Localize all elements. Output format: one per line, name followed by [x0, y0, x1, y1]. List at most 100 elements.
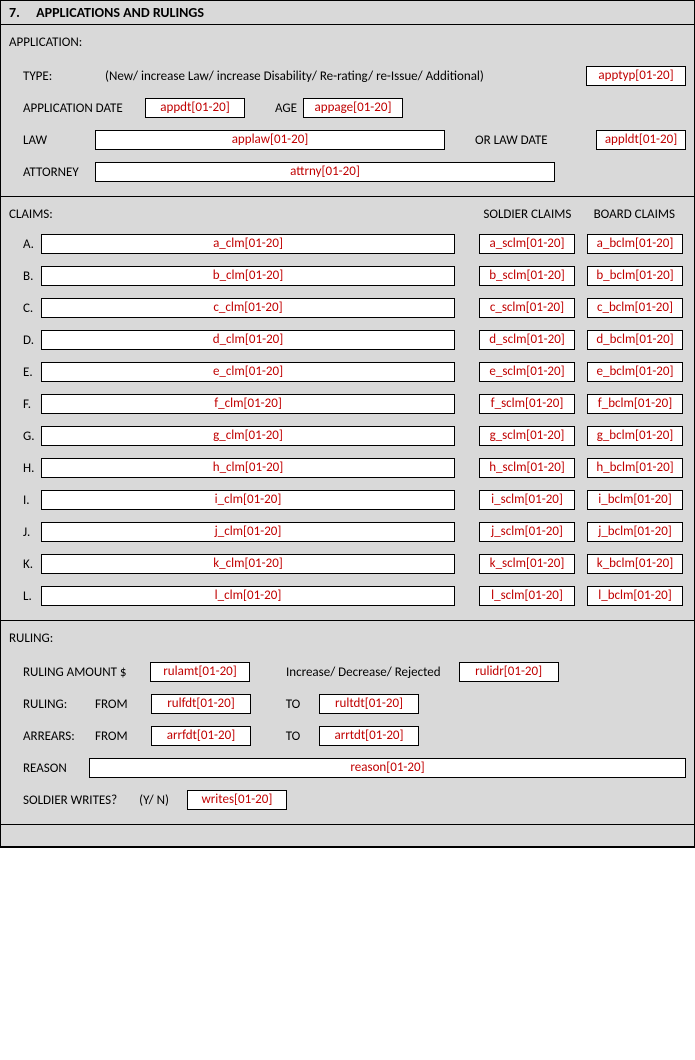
claim-row: H.h_clm[01-20] h_sclm[01-20] h_bclm[01-20]: [9, 458, 686, 478]
board-claim-field[interactable]: a_bclm[01-20]: [587, 234, 683, 254]
claim-letter: B.: [9, 269, 41, 284]
board-claim-field[interactable]: k_bclm[01-20]: [587, 554, 683, 574]
arrears-from-label: FROM: [95, 729, 145, 744]
claims-title: CLAIMS:: [9, 207, 472, 222]
soldier-claim-field[interactable]: k_sclm[01-20]: [479, 554, 575, 574]
claim-letter: L.: [9, 589, 41, 604]
claim-field[interactable]: c_clm[01-20]: [41, 298, 455, 318]
claim-field[interactable]: f_clm[01-20]: [41, 394, 455, 414]
claim-row: G.g_clm[01-20]g_sclm[01-20]g_bclm[01-20]: [9, 426, 686, 446]
form-page: 7. APPLICATIONS AND RULINGS APPLICATION:…: [0, 0, 695, 848]
claims-section: CLAIMS: SOLDIER CLAIMS BOARD CLAIMS A.a_…: [1, 197, 694, 621]
soldier-claim-field[interactable]: b_sclm[01-20]: [479, 266, 575, 286]
rulamt-field[interactable]: rulamt[01-20]: [150, 662, 250, 682]
soldier-claims-header: SOLDIER CLAIMS: [472, 207, 582, 222]
board-claim-field[interactable]: g_bclm[01-20]: [587, 426, 683, 446]
appldt-field[interactable]: appldt[01-20]: [596, 130, 686, 150]
claim-row: A.a_clm[01-20] a_sclm[01-20] a_bclm[01-20]: [9, 234, 686, 254]
board-claim-field[interactable]: i_bclm[01-20]: [587, 490, 683, 510]
apptyp-field[interactable]: apptyp[01-20]: [586, 66, 686, 86]
claim-row: B.b_clm[01-20] b_sclm[01-20] b_bclm[01-20]: [9, 266, 686, 286]
claim-field[interactable]: k_clm[01-20]: [41, 554, 455, 574]
claim-field[interactable]: l_clm[01-20]: [41, 586, 455, 606]
board-claim-field[interactable]: h_bclm[01-20]: [587, 458, 683, 478]
rultdt-field[interactable]: rultdt[01-20]: [319, 694, 419, 714]
soldier-claim-field[interactable]: l_sclm[01-20]: [479, 586, 575, 606]
attrny-field[interactable]: attrny[01-20]: [95, 162, 555, 182]
yn-label: (Y/ N): [139, 793, 169, 808]
appdt-field[interactable]: appdt[01-20]: [145, 98, 245, 118]
claim-letter: A.: [9, 237, 41, 252]
board-claim-field[interactable]: f_bclm[01-20]: [587, 394, 683, 414]
section-title: APPLICATIONS AND RULINGS: [36, 4, 204, 21]
soldier-claim-field[interactable]: e_sclm[01-20]: [479, 362, 575, 382]
claim-letter: H.: [9, 461, 41, 476]
section-header: 7. APPLICATIONS AND RULINGS: [1, 1, 694, 25]
orlawdate-label: OR LAW DATE: [475, 133, 548, 148]
claim-letter: E.: [9, 365, 41, 380]
law-label: LAW: [9, 133, 89, 148]
claim-row: C.c_clm[01-20] c_sclm[01-20] c_bclm[01-20]: [9, 298, 686, 318]
reason-field[interactable]: reason[01-20]: [89, 758, 686, 778]
applaw-field[interactable]: applaw[01-20]: [95, 130, 445, 150]
arrears-label: ARREARS:: [9, 729, 89, 744]
claim-letter: J.: [9, 525, 41, 540]
claim-row: J.j_clm[01-20] j_sclm[01-20] j_bclm[01-20]: [9, 522, 686, 542]
claim-row: E.e_clm[01-20] e_sclm[01-20] e_bclm[01-20]: [9, 362, 686, 382]
ruling-to-label: TO: [273, 697, 313, 712]
soldier-claim-field[interactable]: f_sclm[01-20]: [479, 394, 575, 414]
soldier-claim-field[interactable]: a_sclm[01-20]: [479, 234, 575, 254]
board-claim-field[interactable]: b_bclm[01-20]: [587, 266, 683, 286]
claim-field[interactable]: g_clm[01-20]: [41, 426, 455, 446]
board-claim-field[interactable]: e_bclm[01-20]: [587, 362, 683, 382]
claim-letter: C.: [9, 301, 41, 316]
application-title: APPLICATION:: [9, 35, 686, 50]
soldier-claim-field[interactable]: h_sclm[01-20]: [479, 458, 575, 478]
rulfdt-field[interactable]: rulfdt[01-20]: [151, 694, 251, 714]
ruling-title: RULING:: [9, 631, 686, 646]
claim-letter: D.: [9, 333, 41, 348]
claim-field[interactable]: h_clm[01-20]: [41, 458, 455, 478]
ruling-from-label: FROM: [95, 697, 145, 712]
age-label: AGE: [275, 101, 297, 116]
application-section: APPLICATION: TYPE: (New/ increase Law/ i…: [1, 25, 694, 197]
ruling-section: RULING: RULING AMOUNT $ rulamt[01-20] In…: [1, 621, 694, 825]
claim-field[interactable]: d_clm[01-20]: [41, 330, 455, 350]
soldier-claim-field[interactable]: d_sclm[01-20]: [479, 330, 575, 350]
board-claim-field[interactable]: c_bclm[01-20]: [587, 298, 683, 318]
claim-field[interactable]: a_clm[01-20]: [41, 234, 455, 254]
claim-row: K.k_clm[01-20] k_sclm[01-20] k_bclm[01-20]: [9, 554, 686, 574]
writes-label: SOLDIER WRITES?: [9, 793, 117, 808]
appage-field[interactable]: appage[01-20]: [303, 98, 403, 118]
claim-letter: F.: [9, 397, 41, 412]
claim-field[interactable]: i_clm[01-20]: [41, 490, 455, 510]
soldier-claim-field[interactable]: g_sclm[01-20]: [479, 426, 575, 446]
attorney-label: ATTORNEY: [9, 165, 89, 180]
ruling-row-label: RULING:: [9, 697, 89, 712]
rulidr-field[interactable]: rulidr[01-20]: [459, 662, 559, 682]
claim-letter: I.: [9, 493, 41, 508]
arrtdt-field[interactable]: arrtdt[01-20]: [319, 726, 419, 746]
writes-field[interactable]: writes[01-20]: [187, 790, 287, 810]
soldier-claim-field[interactable]: i_sclm[01-20]: [479, 490, 575, 510]
claim-row: F.f_clm[01-20] f_sclm[01-20] f_bclm[01-20]: [9, 394, 686, 414]
soldier-claim-field[interactable]: c_sclm[01-20]: [479, 298, 575, 318]
board-claims-header: BOARD CLAIMS: [583, 207, 686, 222]
type-label: TYPE:: [9, 69, 99, 84]
claim-field[interactable]: e_clm[01-20]: [41, 362, 455, 382]
soldier-claim-field[interactable]: j_sclm[01-20]: [479, 522, 575, 542]
section-number: 7.: [9, 4, 33, 21]
ruling-amount-label: RULING AMOUNT $: [9, 665, 144, 680]
claim-row: D.d_clm[01-20] d_sclm[01-20] d_bclm[01-20]: [9, 330, 686, 350]
board-claim-field[interactable]: d_bclm[01-20]: [587, 330, 683, 350]
board-claim-field[interactable]: l_bclm[01-20]: [587, 586, 683, 606]
appdate-label: APPLICATION DATE: [9, 101, 139, 116]
claim-field[interactable]: b_clm[01-20]: [41, 266, 455, 286]
claim-row: I.i_clm[01-20] i_sclm[01-20] i_bclm[01-20]: [9, 490, 686, 510]
spacer-section: [1, 825, 694, 847]
board-claim-field[interactable]: j_bclm[01-20]: [587, 522, 683, 542]
claim-field[interactable]: j_clm[01-20]: [41, 522, 455, 542]
claim-letter: K.: [9, 557, 41, 572]
type-description: (New/ increase Law/ increase Disability/…: [105, 69, 580, 84]
arrfdt-field[interactable]: arrfdt[01-20]: [151, 726, 251, 746]
